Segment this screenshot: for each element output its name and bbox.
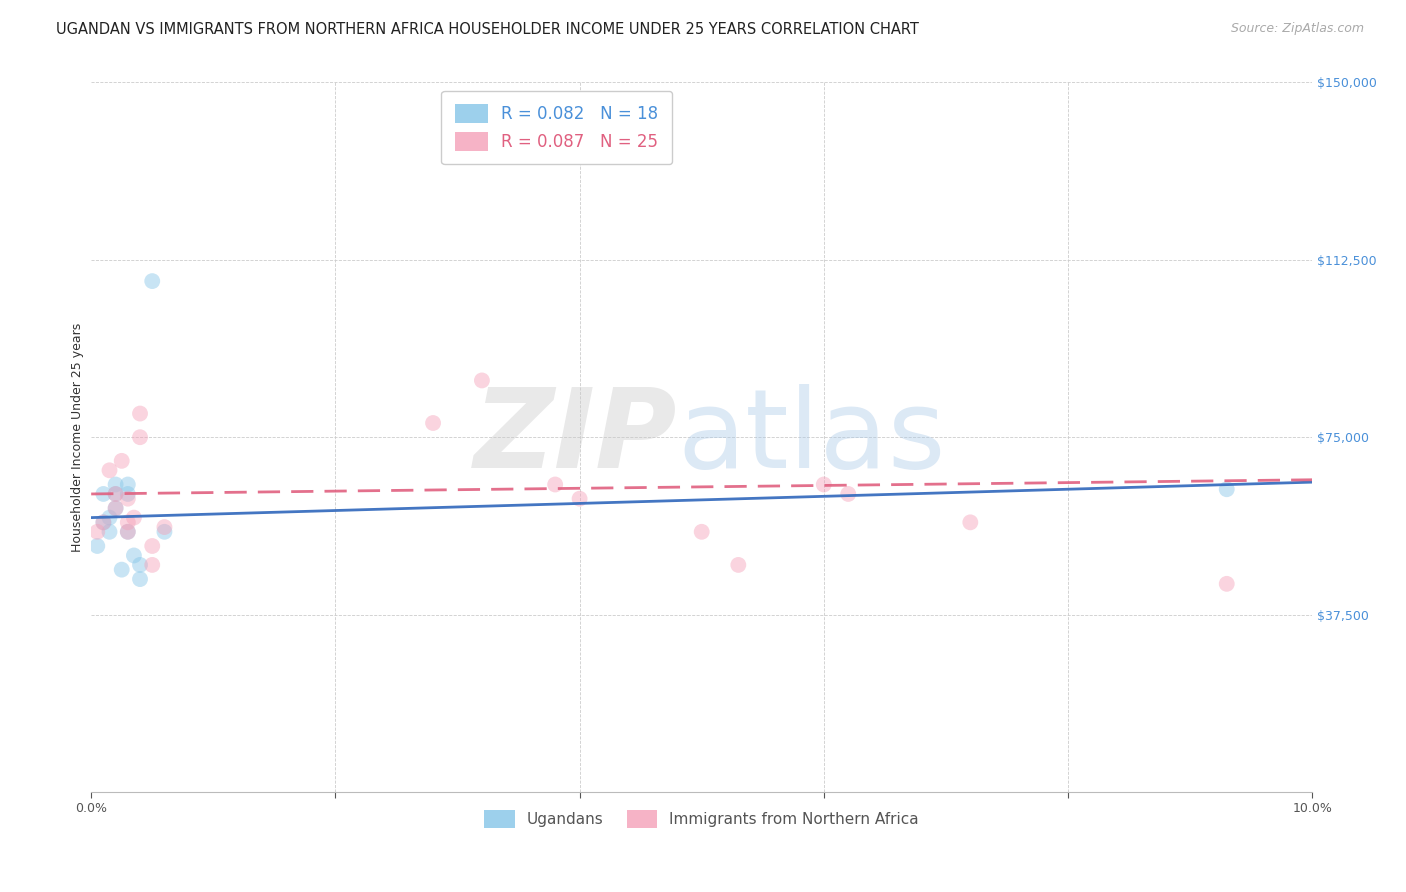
Point (104, 501, 127, 516)
Point (93, 516, 115, 530)
Text: atlas: atlas (678, 384, 946, 491)
Point (153, 520, 176, 534)
Point (471, 374, 494, 388)
Point (122, 510, 145, 524)
Point (122, 549, 145, 563)
Point (153, 524, 176, 539)
Point (104, 501, 127, 516)
Point (837, 487, 859, 501)
Point (104, 487, 127, 501)
Point (129, 430, 152, 444)
Point (141, 274, 163, 288)
Point (141, 539, 163, 553)
Point (104, 477, 127, 491)
Point (93, 516, 115, 530)
Point (104, 487, 127, 501)
Point (129, 407, 152, 421)
Point (93, 487, 115, 501)
Point (117, 516, 139, 530)
Y-axis label: Householder Income Under 25 years: Householder Income Under 25 years (72, 323, 84, 552)
Point (129, 572, 152, 586)
Point (111, 563, 134, 577)
Legend: Ugandans, Immigrants from Northern Africa: Ugandans, Immigrants from Northern Afric… (478, 804, 925, 834)
Point (959, 516, 981, 530)
Point (117, 477, 139, 491)
Point (117, 487, 139, 501)
Point (117, 524, 139, 539)
Point (129, 558, 152, 572)
Point (544, 477, 567, 491)
Point (117, 491, 139, 506)
Point (98, 524, 121, 539)
Point (117, 524, 139, 539)
Text: ZIP: ZIP (474, 384, 678, 491)
Point (1215, 577, 1237, 591)
Point (141, 558, 163, 572)
Point (727, 558, 749, 572)
Point (422, 416, 444, 430)
Point (568, 491, 591, 506)
Text: UGANDAN VS IMMIGRANTS FROM NORTHERN AFRICA HOUSEHOLDER INCOME UNDER 25 YEARS COR: UGANDAN VS IMMIGRANTS FROM NORTHERN AFRI… (56, 22, 920, 37)
Point (98, 510, 121, 524)
Point (111, 454, 134, 468)
Point (86, 539, 108, 553)
Point (813, 477, 835, 491)
Point (98, 463, 121, 477)
Point (86, 524, 108, 539)
Point (1215, 482, 1237, 496)
Text: Source: ZipAtlas.com: Source: ZipAtlas.com (1230, 22, 1364, 36)
Point (690, 524, 713, 539)
